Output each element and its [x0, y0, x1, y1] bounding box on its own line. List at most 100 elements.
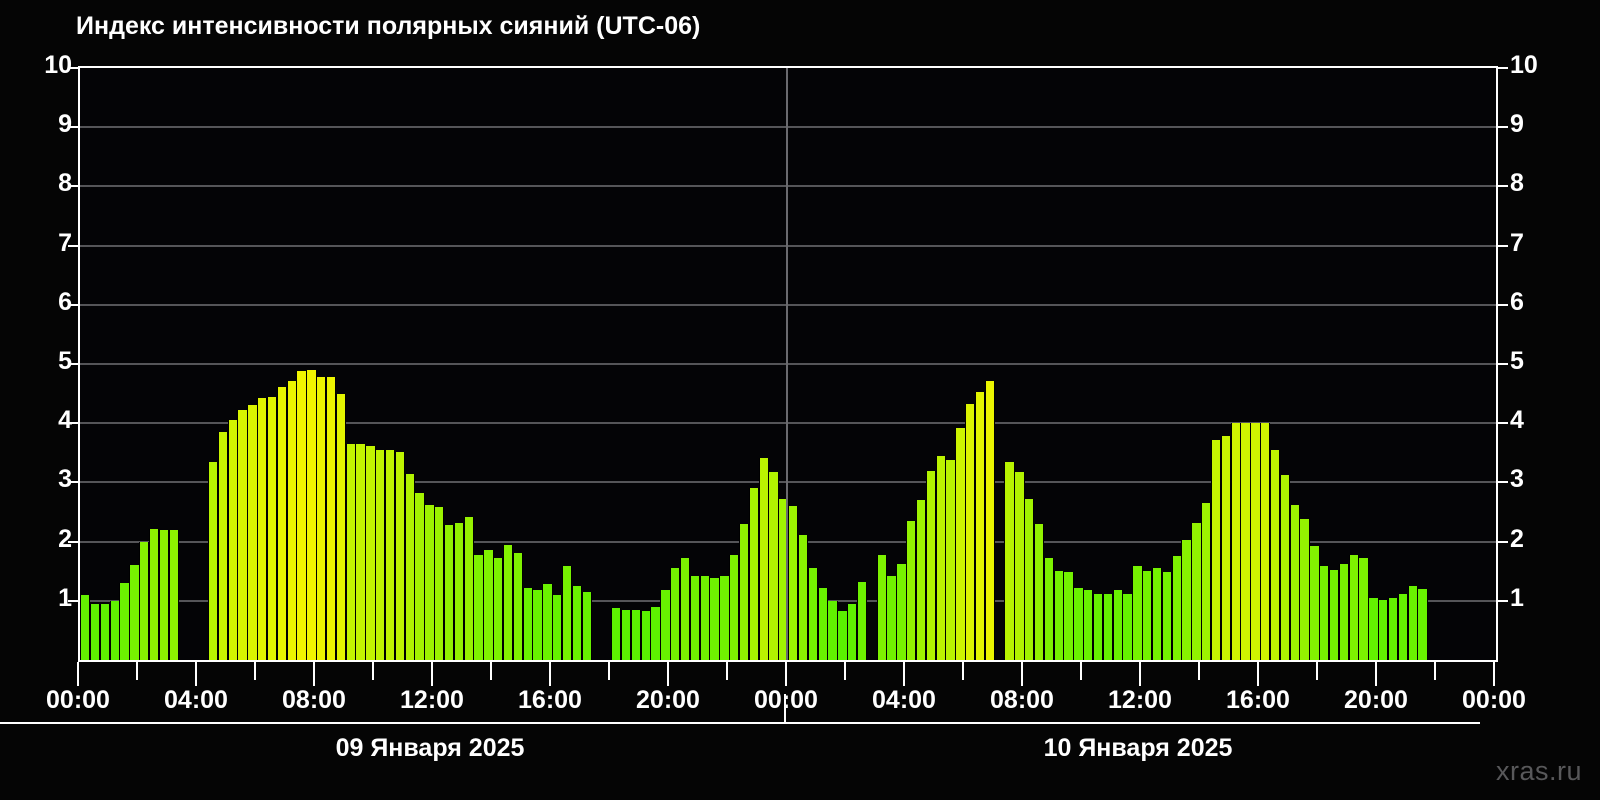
- bar: [217, 432, 229, 660]
- y-axis-label: 3: [1510, 465, 1524, 494]
- page-title: Индекс интенсивности полярных сияний (UT…: [76, 12, 701, 40]
- y-axis-label: 9: [1510, 110, 1524, 139]
- bar: [158, 529, 170, 660]
- bar: [99, 603, 111, 660]
- bar: [1073, 587, 1084, 660]
- bar: [896, 564, 907, 660]
- y-axis-label: 4: [1510, 406, 1524, 435]
- bar: [424, 504, 435, 660]
- bar: [483, 550, 494, 660]
- x-axis-tick: [1198, 662, 1200, 680]
- bar: [571, 586, 583, 660]
- x-axis-label: 08:00: [990, 686, 1054, 714]
- bar: [984, 380, 996, 660]
- y-axis-tick: [68, 303, 78, 306]
- bar: [276, 386, 288, 660]
- y-axis-tick: [68, 422, 78, 425]
- bar: [925, 470, 937, 660]
- y-axis-label: 2: [1510, 524, 1524, 553]
- gridline: [80, 185, 1496, 188]
- bar: [542, 584, 553, 660]
- y-axis-tick: [1498, 67, 1508, 69]
- x-axis-tick: [844, 662, 846, 680]
- gridline: [80, 244, 1496, 247]
- bar: [837, 611, 848, 660]
- bar: [1250, 423, 1261, 660]
- x-axis-tick: [313, 662, 315, 686]
- x-axis-label: 00:00: [726, 686, 846, 715]
- y-axis-label: 8: [1510, 169, 1524, 198]
- bar: [1368, 597, 1379, 660]
- y-axis-label: 7: [58, 228, 72, 257]
- bar: [660, 590, 671, 660]
- bar: [581, 591, 592, 660]
- y-axis-tick: [1498, 540, 1508, 543]
- x-axis-label: 08:00: [282, 686, 346, 714]
- y-axis-label: 1: [1510, 583, 1524, 612]
- y-axis-label: 6: [58, 287, 72, 316]
- bar: [306, 369, 317, 660]
- date-label-day-2: 10 Января 2025: [1043, 734, 1233, 762]
- y-axis-tick: [1498, 244, 1508, 247]
- bar: [1191, 522, 1202, 660]
- x-axis-label: 20:00: [636, 686, 700, 714]
- x-axis-tick: [1493, 662, 1495, 686]
- bar: [1397, 593, 1409, 660]
- y-axis-label: 7: [1510, 228, 1524, 257]
- x-axis-label: 00:00: [46, 686, 110, 714]
- y-axis-label: 10: [1510, 51, 1538, 79]
- y-axis-label: 2: [58, 524, 72, 553]
- bar: [630, 609, 642, 660]
- y-axis-label: 9: [58, 110, 72, 139]
- bar: [365, 445, 376, 660]
- bar: [129, 565, 140, 660]
- x-axis-label: 00:00: [1462, 686, 1526, 714]
- y-axis-tick: [68, 363, 78, 365]
- bar: [1102, 593, 1114, 660]
- gridline: [80, 126, 1496, 129]
- x-axis-tick: [1375, 662, 1377, 686]
- x-axis-tick: [903, 662, 905, 686]
- watermark: xras.ru: [1495, 756, 1582, 786]
- bar: [1417, 588, 1428, 660]
- bar: [247, 405, 258, 660]
- x-axis-tick: [726, 662, 728, 680]
- bar: [689, 575, 701, 660]
- gridline: [80, 422, 1496, 425]
- x-axis-tick: [1021, 662, 1023, 686]
- bar: [719, 575, 730, 660]
- y-axis-tick: [1498, 599, 1508, 602]
- gridline: [80, 363, 1496, 365]
- y-axis-tick: [1498, 185, 1508, 188]
- x-axis-label: 12:00: [1108, 686, 1172, 714]
- x-axis-label: 04:00: [872, 686, 936, 714]
- gridline: [80, 303, 1496, 306]
- y-axis-tick: [68, 126, 78, 129]
- bar: [1161, 572, 1173, 660]
- x-axis-label: 12:00: [400, 686, 464, 714]
- y-axis-label: 4: [58, 406, 72, 435]
- x-axis-tick: [549, 662, 551, 686]
- y-axis-label: 3: [58, 465, 72, 494]
- plot-area: [78, 68, 1498, 660]
- x-axis-label: 16:00: [518, 686, 582, 714]
- bar: [1338, 564, 1350, 660]
- x-axis-tick: [667, 662, 669, 686]
- bar: [168, 529, 179, 660]
- x-axis-tick: [1434, 662, 1436, 680]
- bar: [856, 581, 868, 660]
- y-axis-tick: [68, 540, 78, 543]
- x-axis-label: 04:00: [164, 686, 228, 714]
- footer-rule: [0, 722, 1480, 724]
- y-axis-label: 5: [58, 347, 72, 375]
- y-axis-tick: [1498, 363, 1508, 365]
- y-axis-label: 1: [58, 583, 72, 612]
- plot-bottom-border: [78, 660, 1498, 662]
- x-axis-tick: [254, 662, 256, 680]
- x-axis-tick: [431, 662, 433, 686]
- bar: [512, 553, 524, 660]
- x-axis-tick: [77, 662, 79, 686]
- bar: [1043, 558, 1055, 660]
- bar: [1279, 475, 1291, 660]
